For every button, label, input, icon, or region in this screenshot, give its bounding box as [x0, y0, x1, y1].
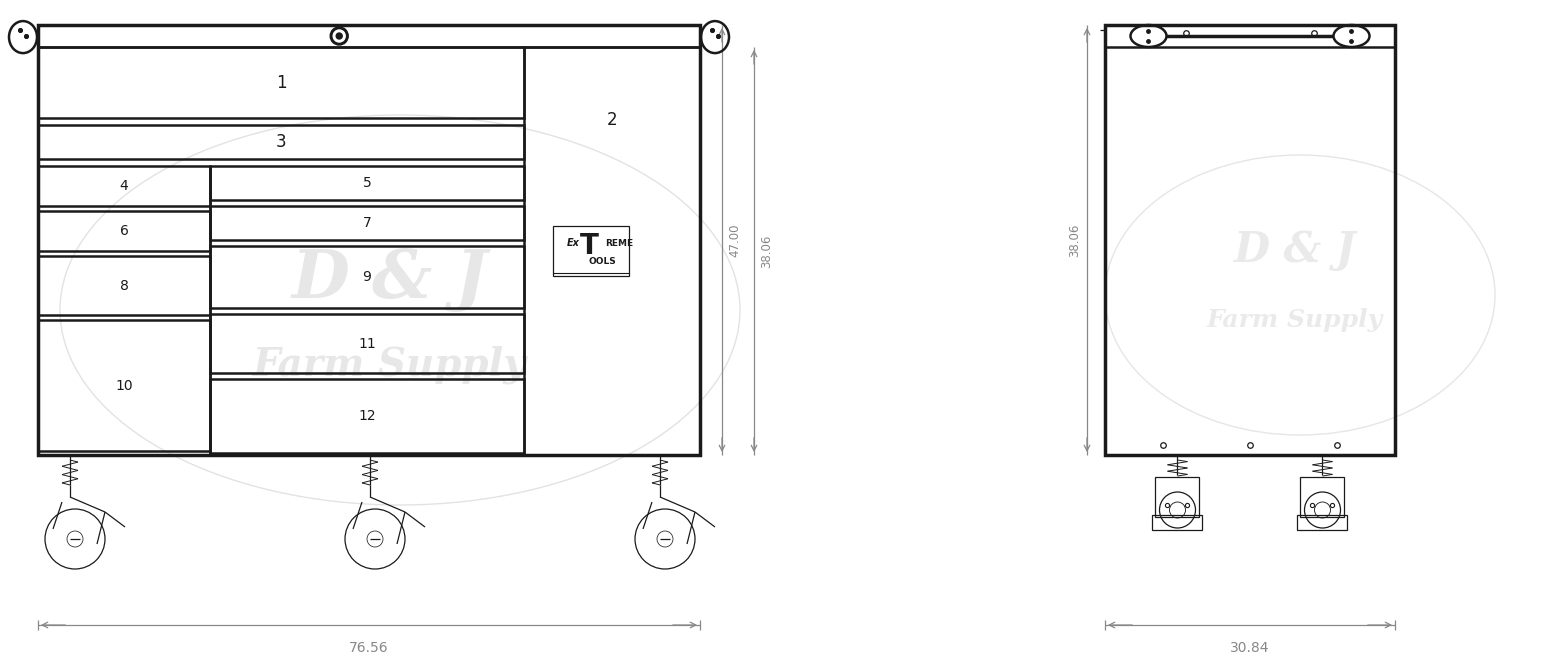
- Text: 30.84: 30.84: [1230, 641, 1270, 655]
- Text: 76.56: 76.56: [350, 641, 388, 655]
- Text: 9: 9: [362, 270, 371, 284]
- Text: 5: 5: [362, 176, 371, 190]
- Bar: [210, 314, 524, 373]
- Text: OOLS: OOLS: [589, 256, 616, 266]
- Bar: [210, 166, 524, 200]
- Text: 6: 6: [120, 224, 128, 238]
- Text: 12: 12: [358, 409, 376, 423]
- Circle shape: [336, 33, 342, 39]
- Text: 8: 8: [120, 279, 128, 293]
- Circle shape: [330, 27, 348, 45]
- Bar: [39, 47, 524, 118]
- Text: 38.06: 38.06: [760, 234, 774, 268]
- Text: Farm Supply: Farm Supply: [1207, 308, 1384, 332]
- Bar: [39, 25, 700, 455]
- Text: 11: 11: [358, 337, 376, 350]
- Bar: [1153, 515, 1202, 530]
- Bar: [1105, 25, 1395, 455]
- Bar: [39, 320, 210, 451]
- Bar: [1301, 477, 1344, 517]
- Bar: [1105, 25, 1395, 47]
- Bar: [39, 166, 210, 206]
- Text: 4: 4: [120, 179, 128, 193]
- Bar: [553, 226, 629, 276]
- Text: 7: 7: [362, 216, 371, 230]
- Text: D & J: D & J: [1234, 229, 1356, 271]
- Text: REME: REME: [606, 239, 633, 247]
- Bar: [210, 379, 524, 453]
- Text: Ex: Ex: [567, 238, 579, 248]
- Bar: [39, 25, 700, 47]
- Text: 1: 1: [276, 73, 287, 91]
- Bar: [39, 125, 524, 159]
- Bar: [210, 206, 524, 240]
- Text: 2: 2: [607, 112, 618, 129]
- Text: D & J: D & J: [293, 247, 488, 312]
- Text: 10: 10: [116, 379, 133, 392]
- Text: 47.00: 47.00: [727, 223, 741, 256]
- Text: Farm Supply: Farm Supply: [253, 346, 527, 384]
- Bar: [524, 47, 700, 455]
- Circle shape: [333, 30, 345, 42]
- Bar: [210, 246, 524, 308]
- Bar: [1298, 515, 1347, 530]
- Bar: [39, 256, 210, 315]
- Text: T: T: [579, 232, 598, 260]
- Bar: [1156, 477, 1199, 517]
- Text: 38.06: 38.06: [1068, 223, 1080, 256]
- Text: 3: 3: [276, 133, 287, 151]
- Bar: [39, 211, 210, 251]
